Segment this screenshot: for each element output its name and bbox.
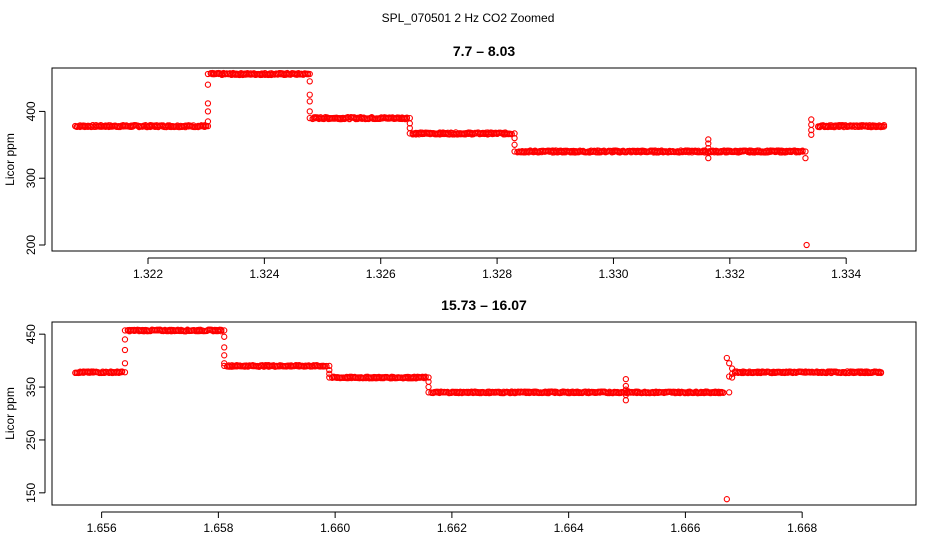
y-tick-label: 300 [24, 168, 38, 188]
data-point [306, 98, 313, 105]
data-point [877, 369, 885, 377]
x-tick-label: 1.334 [831, 267, 861, 281]
data-point [425, 389, 432, 396]
data-point [425, 383, 432, 391]
data-point [306, 91, 313, 98]
y-axis-label: Licor ppm [3, 387, 17, 440]
y-axis: 150 250 350 450 [24, 324, 46, 503]
data-point [723, 354, 730, 362]
x-tick-label: 1.656 [87, 521, 117, 535]
x-tick-label: 1.324 [249, 267, 279, 281]
data-point [622, 397, 630, 404]
y-tick-label: 250 [24, 430, 38, 450]
data-point [403, 115, 411, 122]
y-tick-label: 450 [24, 324, 38, 344]
x-tick-label: 1.662 [437, 521, 467, 535]
data-point [121, 360, 129, 367]
plot-frame [51, 321, 917, 506]
data-point [306, 114, 313, 122]
data-point [221, 360, 228, 367]
x-tick-label: 1.658 [203, 521, 233, 535]
data-point [726, 360, 733, 367]
data-point [221, 362, 228, 370]
x-tick-label: 1.322 [133, 267, 163, 281]
data-point [508, 130, 515, 138]
data-point [802, 155, 809, 162]
data-point [221, 327, 228, 334]
data-point [802, 148, 809, 155]
data-point [306, 78, 313, 85]
data-point [511, 148, 518, 155]
data-point [728, 370, 736, 377]
y-tick-label: 150 [24, 483, 38, 503]
data-points [72, 326, 885, 503]
data-point [705, 155, 712, 162]
chart-panel-2: 15.73 – 16.07 1.656 1.658 1.660 1.662 1.664 1… [3, 297, 917, 535]
chart-panel-1: 7.7 – 8.03 1.322 1.324 1.326 1.328 1.330 1.33… [3, 43, 917, 281]
y-tick-label: 200 [24, 235, 38, 255]
data-point [326, 374, 333, 381]
x-tick-label: 1.664 [554, 521, 584, 535]
data-point [204, 118, 212, 125]
data-point [808, 116, 815, 123]
data-point [121, 336, 129, 343]
data-point [723, 496, 730, 503]
data-point [118, 368, 126, 376]
data-point [803, 241, 810, 249]
y-tick-label: 400 [24, 101, 38, 121]
data-point [204, 108, 212, 115]
data-point [420, 374, 428, 382]
data-point [306, 70, 313, 78]
data-point [622, 382, 630, 390]
data-point [728, 374, 736, 381]
data-point [121, 369, 129, 376]
x-tick-label: 1.668 [787, 521, 817, 535]
data-point [204, 70, 212, 78]
data-point [422, 373, 429, 380]
data-point [808, 131, 815, 138]
data-point [726, 389, 733, 396]
data-point [323, 362, 330, 370]
data-point [425, 374, 432, 381]
data-point [326, 370, 333, 377]
data-point [880, 123, 888, 130]
y-axis-label: Licor ppm [3, 133, 17, 186]
data-point [705, 136, 712, 143]
data-point [622, 375, 630, 383]
data-point [221, 352, 228, 359]
data-points [72, 69, 888, 249]
data-point [214, 327, 222, 335]
x-tick-label: 1.332 [715, 267, 745, 281]
data-point [406, 130, 413, 137]
x-tick-label: 1.666 [670, 521, 700, 535]
data-point [326, 362, 333, 370]
figure-title: SPL_070501 2 Hz CO2 Zoomed [382, 11, 555, 25]
y-axis: 200 300 400 [24, 101, 46, 255]
x-axis: 1.322 1.324 1.326 1.328 1.330 1.332 1.334 [133, 257, 862, 281]
x-tick-label: 1.660 [320, 521, 350, 535]
chart-title: 15.73 – 16.07 [441, 297, 527, 313]
data-point [720, 389, 727, 396]
x-tick-label: 1.326 [366, 267, 396, 281]
data-point [121, 327, 129, 334]
x-axis: 1.656 1.658 1.660 1.662 1.664 1.666 1.668 [87, 511, 818, 535]
y-tick-label: 350 [24, 377, 38, 397]
x-tick-label: 1.328 [482, 267, 512, 281]
data-point [218, 326, 225, 334]
data-point [204, 81, 212, 88]
data-point [121, 346, 129, 354]
data-point [204, 100, 212, 107]
data-point [511, 134, 518, 142]
x-tick-label: 1.330 [598, 267, 628, 281]
chart-title: 7.7 – 8.03 [453, 43, 515, 59]
data-point [221, 333, 228, 340]
data-point [221, 344, 228, 351]
data-point [306, 108, 313, 115]
data-point [808, 121, 815, 128]
data-point [511, 141, 518, 148]
plot-frame [51, 67, 917, 252]
data-point [799, 148, 806, 155]
data-point [326, 366, 333, 374]
